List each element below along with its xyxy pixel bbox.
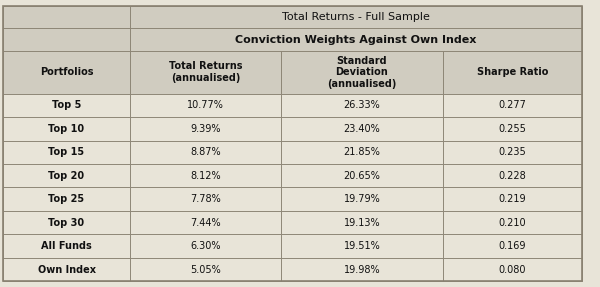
Bar bbox=[281, 141, 443, 164]
Bar bbox=[281, 211, 443, 234]
Text: 19.98%: 19.98% bbox=[344, 265, 380, 275]
Bar bbox=[3, 28, 130, 51]
Bar bbox=[281, 164, 443, 187]
Bar bbox=[443, 164, 582, 187]
Bar bbox=[130, 187, 281, 211]
Text: 8.87%: 8.87% bbox=[190, 147, 221, 157]
Text: 7.78%: 7.78% bbox=[190, 194, 221, 204]
Text: 0.255: 0.255 bbox=[499, 124, 527, 134]
Text: 21.85%: 21.85% bbox=[343, 147, 380, 157]
Bar bbox=[130, 94, 281, 117]
Text: 0.228: 0.228 bbox=[499, 171, 526, 181]
Text: 10.77%: 10.77% bbox=[187, 100, 224, 110]
Text: Top 15: Top 15 bbox=[49, 147, 85, 157]
Text: 6.30%: 6.30% bbox=[190, 241, 221, 251]
Bar bbox=[3, 6, 130, 28]
Bar bbox=[3, 117, 130, 141]
Text: Own Index: Own Index bbox=[38, 265, 95, 275]
Text: 8.12%: 8.12% bbox=[190, 171, 221, 181]
Bar bbox=[281, 117, 443, 141]
Bar bbox=[443, 211, 582, 234]
Bar bbox=[443, 94, 582, 117]
Text: 0.210: 0.210 bbox=[499, 218, 526, 228]
Text: 0.169: 0.169 bbox=[499, 241, 526, 251]
Bar bbox=[130, 141, 281, 164]
Text: Total Returns
(annualised): Total Returns (annualised) bbox=[169, 61, 242, 83]
Bar bbox=[281, 94, 443, 117]
Bar bbox=[130, 117, 281, 141]
Bar bbox=[3, 51, 130, 94]
Bar bbox=[3, 141, 130, 164]
Text: 19.13%: 19.13% bbox=[344, 218, 380, 228]
Text: 5.05%: 5.05% bbox=[190, 265, 221, 275]
Text: Top 30: Top 30 bbox=[49, 218, 85, 228]
Bar bbox=[130, 234, 281, 258]
Bar bbox=[443, 234, 582, 258]
Text: 0.219: 0.219 bbox=[499, 194, 526, 204]
Bar bbox=[281, 187, 443, 211]
Text: Top 5: Top 5 bbox=[52, 100, 81, 110]
Bar bbox=[130, 258, 281, 281]
Bar bbox=[3, 94, 130, 117]
Text: Total Returns - Full Sample: Total Returns - Full Sample bbox=[282, 12, 430, 22]
Bar bbox=[130, 164, 281, 187]
Bar bbox=[281, 258, 443, 281]
Bar bbox=[281, 51, 443, 94]
Text: Portfolios: Portfolios bbox=[40, 67, 93, 77]
Text: 7.44%: 7.44% bbox=[190, 218, 221, 228]
Bar bbox=[3, 187, 130, 211]
Bar bbox=[130, 6, 582, 28]
Text: 20.65%: 20.65% bbox=[343, 171, 380, 181]
Text: All Funds: All Funds bbox=[41, 241, 92, 251]
Text: 23.40%: 23.40% bbox=[344, 124, 380, 134]
Bar bbox=[443, 51, 582, 94]
Text: Conviction Weights Against Own Index: Conviction Weights Against Own Index bbox=[235, 35, 477, 45]
Bar bbox=[3, 234, 130, 258]
Text: 26.33%: 26.33% bbox=[344, 100, 380, 110]
Text: 0.080: 0.080 bbox=[499, 265, 526, 275]
Text: 19.51%: 19.51% bbox=[344, 241, 380, 251]
Text: 0.235: 0.235 bbox=[499, 147, 526, 157]
Bar bbox=[3, 211, 130, 234]
Bar bbox=[443, 141, 582, 164]
Bar bbox=[443, 117, 582, 141]
Bar bbox=[3, 164, 130, 187]
Bar bbox=[281, 234, 443, 258]
Text: 19.79%: 19.79% bbox=[344, 194, 380, 204]
Bar bbox=[130, 211, 281, 234]
Text: 9.39%: 9.39% bbox=[190, 124, 221, 134]
Text: 0.277: 0.277 bbox=[499, 100, 527, 110]
Text: Top 25: Top 25 bbox=[49, 194, 85, 204]
Text: Top 20: Top 20 bbox=[49, 171, 85, 181]
Bar bbox=[130, 51, 281, 94]
Text: Standard
Deviation
(annualised): Standard Deviation (annualised) bbox=[327, 56, 397, 89]
Bar bbox=[443, 187, 582, 211]
Bar bbox=[130, 28, 582, 51]
Text: Top 10: Top 10 bbox=[49, 124, 85, 134]
Bar bbox=[443, 258, 582, 281]
Text: Sharpe Ratio: Sharpe Ratio bbox=[477, 67, 548, 77]
Bar bbox=[3, 258, 130, 281]
